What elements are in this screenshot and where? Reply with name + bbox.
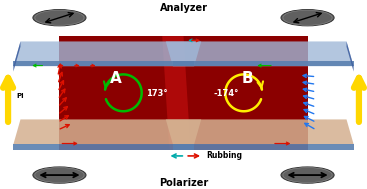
Polygon shape bbox=[346, 41, 354, 72]
Text: PI: PI bbox=[16, 93, 23, 99]
Text: 173°: 173° bbox=[146, 89, 168, 98]
Polygon shape bbox=[13, 61, 194, 66]
Polygon shape bbox=[173, 144, 354, 149]
Polygon shape bbox=[173, 61, 354, 66]
Polygon shape bbox=[13, 144, 194, 149]
Text: Polarizer: Polarizer bbox=[159, 178, 208, 188]
Polygon shape bbox=[59, 36, 308, 149]
Text: B: B bbox=[241, 71, 253, 86]
Text: Rubbing: Rubbing bbox=[207, 151, 243, 160]
Text: -174°: -174° bbox=[213, 89, 239, 98]
Polygon shape bbox=[13, 41, 21, 72]
Ellipse shape bbox=[33, 10, 86, 26]
Polygon shape bbox=[13, 41, 201, 66]
Polygon shape bbox=[13, 119, 201, 144]
Text: A: A bbox=[110, 71, 122, 86]
Polygon shape bbox=[166, 119, 354, 144]
Polygon shape bbox=[162, 36, 190, 149]
Polygon shape bbox=[166, 41, 354, 66]
Ellipse shape bbox=[281, 167, 334, 183]
Ellipse shape bbox=[33, 167, 86, 183]
Text: Analyzer: Analyzer bbox=[160, 3, 207, 13]
Ellipse shape bbox=[281, 10, 334, 26]
